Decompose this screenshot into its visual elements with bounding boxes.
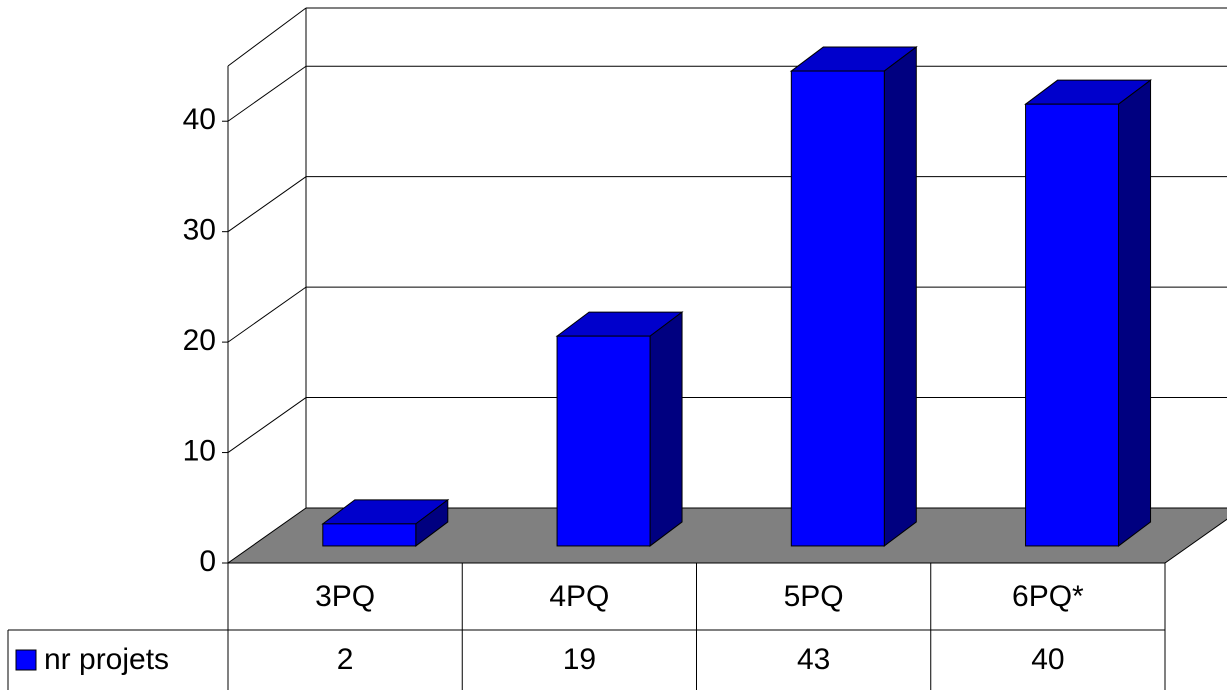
bar <box>321 498 450 547</box>
data-table: nr projets <box>7 563 1166 690</box>
bar-side <box>649 311 683 547</box>
bar-front <box>556 335 651 547</box>
bar-front <box>322 523 417 547</box>
y-tick-label: 10 <box>183 434 216 467</box>
legend-key <box>15 649 37 671</box>
bar <box>789 46 918 547</box>
x-tick-label: 4PQ <box>549 580 609 613</box>
grid-line <box>227 65 307 122</box>
bar <box>1024 79 1153 547</box>
x-tick-label: 3PQ <box>315 580 375 613</box>
table-value: 40 <box>1031 643 1064 676</box>
y-tick-label: 0 <box>199 545 216 578</box>
bar-side <box>883 46 917 547</box>
bar <box>555 311 684 547</box>
legend-label: nr projets <box>44 643 169 676</box>
grid-line <box>227 397 307 453</box>
side-wall-edge <box>227 7 307 67</box>
y-tick-label: 40 <box>183 103 216 136</box>
bar-front <box>790 70 885 547</box>
x-tick-label: 6PQ* <box>1012 580 1084 613</box>
bar-front <box>1025 103 1120 547</box>
y-tick-label: 20 <box>183 324 216 357</box>
table-value: 43 <box>797 643 830 676</box>
y-tick-label: 30 <box>183 214 216 247</box>
grid-line <box>227 286 307 343</box>
table-value: 2 <box>337 643 354 676</box>
table-value: 19 <box>563 643 596 676</box>
x-tick-label: 5PQ <box>784 580 844 613</box>
bar-side <box>1118 79 1152 547</box>
grid-line <box>227 176 307 233</box>
